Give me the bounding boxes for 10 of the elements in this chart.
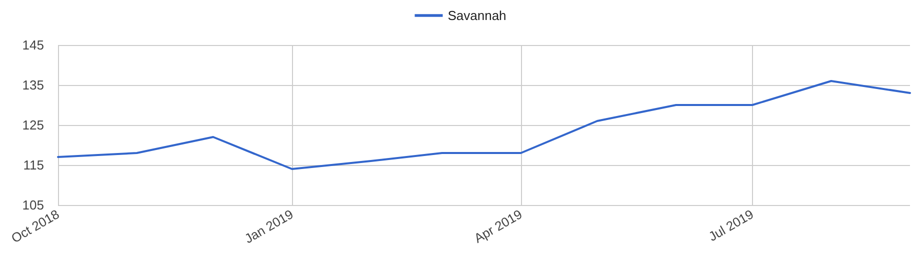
x-tick-label: Jul 2019 — [706, 206, 756, 244]
y-tick-label: 125 — [22, 118, 44, 132]
line-series — [57, 80, 911, 170]
x-tick-label: Jan 2019 — [242, 206, 296, 246]
y-tick-label: 135 — [22, 78, 44, 92]
y-tick-label: 105 — [22, 198, 44, 212]
legend-label: Savannah — [448, 8, 506, 23]
y-tick-label: 115 — [23, 158, 44, 172]
y-tick-label: 145 — [22, 38, 44, 52]
x-tick-label: Apr 2019 — [471, 206, 525, 246]
